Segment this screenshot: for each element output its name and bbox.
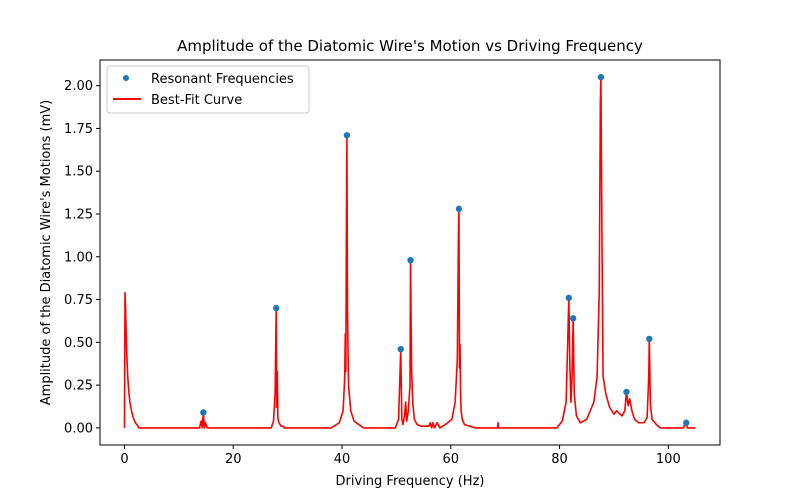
- y-tick-label: 0.00: [64, 421, 93, 436]
- x-axis-label: Driving Frequency (Hz): [336, 474, 485, 489]
- y-axis-label: Amplitude of the Diatomic Wire's Motions…: [39, 100, 54, 405]
- resonant-frequency-point: [343, 132, 351, 139]
- resonant-frequency-point: [623, 388, 630, 396]
- resonant-frequency-point: [273, 304, 280, 312]
- y-tick-label: 0.50: [64, 336, 93, 351]
- best-fit-curve-line: [123, 76, 696, 429]
- resonant-frequency-point: [407, 257, 414, 264]
- y-tick-label: 2.00: [64, 79, 93, 94]
- legend-box: [106, 65, 310, 114]
- legend: Resonant Frequencies Best-Fit Curve: [106, 65, 310, 114]
- axes-frame: [99, 59, 721, 446]
- x-tick-label: 40: [334, 452, 351, 467]
- legend-scatter-marker: [123, 75, 129, 81]
- legend-label-resonant-frequencies: Resonant Frequencies: [151, 72, 294, 87]
- y-tick-label: 1.50: [64, 165, 93, 180]
- y-tick-label: 1.00: [64, 250, 93, 265]
- x-tick-label: 20: [225, 452, 242, 467]
- resonant-frequency-point: [200, 409, 207, 416]
- y-axis: 0.00 0.25 0.50 0.75 1.00 1.25 1.50 1.75 2.00: [64, 79, 100, 436]
- chart-title: Amplitude of the Diatomic Wire's Motion …: [177, 37, 643, 55]
- resonant-frequency-point: [565, 294, 573, 302]
- resonant-frequency-point: [397, 345, 404, 353]
- plot-area: [123, 73, 696, 429]
- y-tick-label: 0.75: [64, 293, 93, 308]
- resonant-frequency-point: [569, 315, 577, 322]
- x-tick-label: 80: [551, 452, 568, 467]
- x-tick-label: 0: [120, 452, 128, 467]
- x-tick-label: 60: [443, 452, 460, 467]
- y-tick-label: 0.25: [64, 379, 93, 394]
- legend-label-best-fit-curve: Best-Fit Curve: [151, 93, 242, 108]
- x-axis: 0 20 40 60 80 100: [120, 445, 681, 467]
- resonant-frequency-point: [597, 73, 605, 81]
- y-tick-label: 1.75: [64, 122, 93, 137]
- resonant-frequency-point: [646, 335, 653, 343]
- resonant-frequency-point: [455, 205, 463, 213]
- x-tick-label: 100: [656, 452, 681, 467]
- y-tick-label: 1.25: [64, 208, 93, 223]
- resonant-frequency-point: [683, 419, 690, 426]
